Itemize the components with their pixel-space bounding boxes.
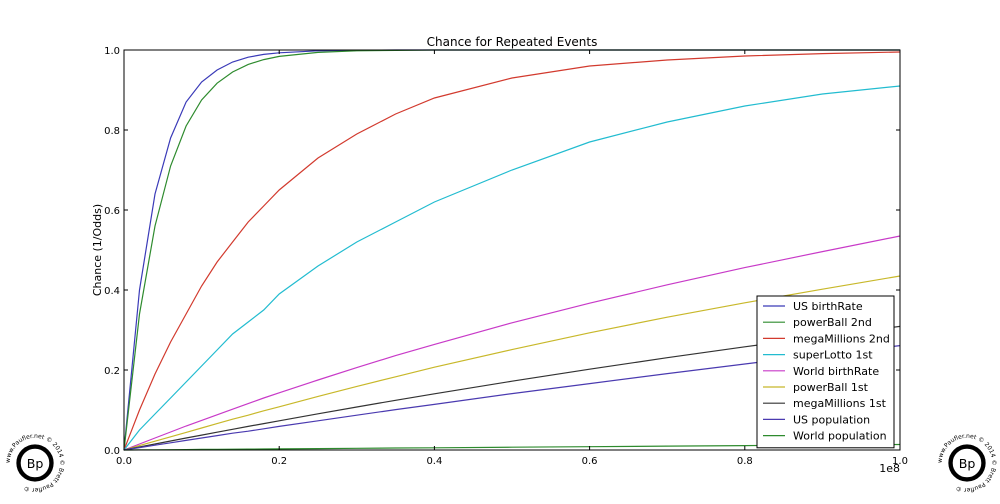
chart-title: Chance for Repeated Events [427, 35, 598, 49]
legend-box [756, 295, 895, 449]
y-tick-label: 0.0 [104, 446, 120, 457]
legend-label: US population [793, 413, 870, 426]
x-tick-label: 0.0 [116, 456, 132, 467]
y-tick-label: 0.8 [104, 126, 120, 137]
copyright-seal-right: www.Paufler.net © 2014 © Brett Paufler ©… [937, 433, 998, 493]
x-tick-label: 0.8 [737, 456, 753, 467]
y-tick-label: 1.0 [104, 46, 120, 57]
y-axis-label: Chance (1/Odds) [91, 204, 104, 296]
x-tick-label: 0.4 [426, 456, 442, 467]
legend-label: superLotto 1st [793, 349, 873, 362]
plot-frame [123, 49, 901, 451]
y-tick-label: 0.6 [104, 206, 120, 217]
legend-label: megaMillions 1st [793, 397, 887, 410]
series-line [123, 345, 901, 451]
legend-label: World population [793, 430, 887, 443]
series-line [123, 235, 901, 451]
legend-label: megaMillions 2nd [793, 332, 890, 345]
x-tick-label: 1.0 [892, 456, 908, 467]
y-tick-label: 0.2 [104, 366, 120, 377]
series-line [123, 275, 901, 451]
series-line [123, 51, 901, 451]
y-tick-label: 0.4 [104, 286, 120, 297]
seal-monogram: Bp [959, 456, 976, 471]
x-offset-label: 1e8 [879, 462, 900, 475]
axes-layer: 0.0 0.2 0.4 0.6 0.8 1.0 0.0 0.2 0.4 0.6 0.8 1.0 [104, 46, 908, 467]
seal-monogram: Bp [27, 456, 44, 471]
legend-label: World birthRate [793, 365, 879, 378]
series-line [123, 325, 901, 451]
legend-label: US birthRate [793, 300, 863, 313]
series-line [123, 85, 901, 451]
legend-label: powerBall 1st [793, 381, 869, 394]
x-tick-label: 0.6 [582, 456, 598, 467]
copyright-seal-left: www.Paufler.net © 2014 © Brett Paufler ©… [5, 433, 66, 493]
legend-label: powerBall 2nd [793, 316, 872, 329]
legend: US birthRate powerBall 2nd megaMillions 2n… [756, 295, 895, 449]
x-tick-label: 0.2 [271, 456, 287, 467]
